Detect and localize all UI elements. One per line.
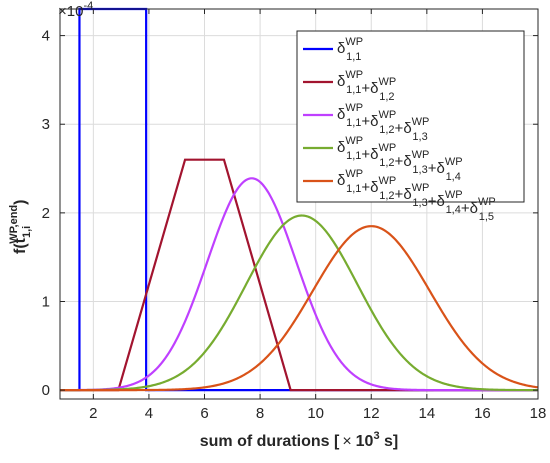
legend-entry-3: δWP 1,1+δWP 1,2+δWP 1,3	[337, 102, 429, 143]
y-tick-label: 2	[42, 205, 50, 222]
y-tick-label: 1	[42, 294, 50, 311]
y-tick-label: 4	[42, 28, 50, 45]
plot-frame	[59, 8, 539, 400]
x-tick-label: 6	[200, 405, 208, 422]
x-tick-label: 2	[89, 405, 97, 422]
x-tick-label: 12	[363, 405, 380, 422]
legend-entry-5: δWP 1,1+δWP 1,2+δWP 1,3+δWP 1,4+δWP 1,5	[337, 168, 496, 223]
x-tick-label: 18	[530, 405, 547, 422]
series-layer	[59, 7, 539, 392]
series-line-3	[59, 177, 538, 392]
y-axis-label: f(t1,iWP,end)	[8, 200, 33, 254]
x-tick-label: 16	[474, 405, 491, 422]
x-tick-label: 4	[145, 405, 153, 422]
axes-box	[59, 8, 539, 400]
series-line-5	[60, 225, 539, 392]
legend-box	[296, 30, 525, 203]
y-tick-label: 0	[42, 382, 50, 399]
x-axis-label: sum of durations [× 103 s]	[200, 430, 399, 450]
legend-entry-1: δWP 1,1	[337, 36, 363, 63]
y-axis-exponent: ×10-4	[58, 0, 93, 20]
legend-entry-2: δWP 1,1+δWP 1,2	[337, 69, 396, 103]
series-line-4	[60, 214, 539, 392]
legend-entry-4: δWP 1,1+δWP 1,2+δWP 1,3+δWP 1,4	[337, 135, 463, 183]
x-tick-label: 8	[256, 405, 264, 422]
x-tick-label: 14	[418, 405, 435, 422]
y-tick-label: 3	[42, 116, 50, 133]
x-tick-label: 10	[307, 405, 324, 422]
